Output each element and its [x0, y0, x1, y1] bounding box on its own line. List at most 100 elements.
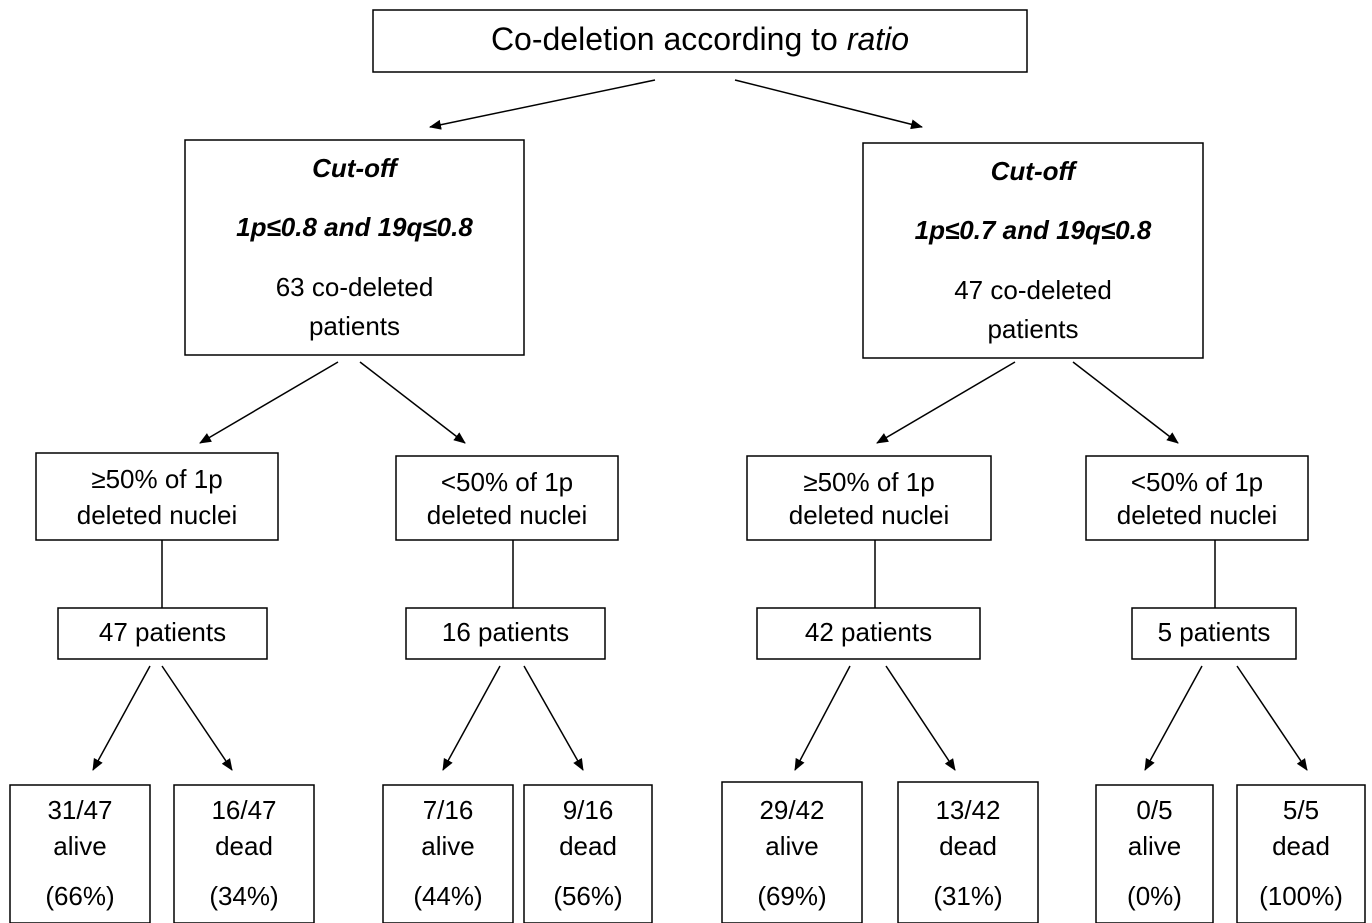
- node-label: 5/5: [1283, 795, 1319, 825]
- node: 16 patients: [405, 607, 606, 660]
- arrow: [1144, 665, 1203, 771]
- node: 29/42 alive (69%): [721, 781, 863, 923]
- node-box: [395, 455, 619, 541]
- arrow: [359, 361, 466, 444]
- node-label: dead: [559, 831, 617, 861]
- node: 5/5 dead (100%): [1236, 784, 1366, 923]
- node-label: (100%): [1259, 881, 1343, 911]
- node-box: [756, 607, 981, 660]
- node-box: [1131, 607, 1297, 660]
- node-label: 63 co-deleted: [276, 272, 434, 302]
- node-box: [721, 781, 863, 923]
- node-label: <50% of 1p: [1131, 467, 1263, 497]
- node-label: (44%): [413, 881, 482, 911]
- root-label: Co-deletion according to ratio: [491, 21, 909, 57]
- node: 5 patients: [1131, 607, 1297, 660]
- node-label: dead: [215, 831, 273, 861]
- node-label: <50% of 1p: [441, 467, 573, 497]
- boxes: Cut-off 1p≤0.8 and 19q≤0.8 63 co-deleted pa…: [9, 139, 1366, 923]
- node: Cut-off 1p≤0.7 and 19q≤0.8 47 co-deleted pa…: [862, 142, 1204, 359]
- node-label: 47 patients: [99, 617, 226, 647]
- node-box: [405, 607, 606, 660]
- root-emphasis: ratio: [847, 21, 909, 57]
- node: 0/5 alive (0%): [1095, 784, 1214, 923]
- arrow: [734, 79, 923, 130]
- node-label: (31%): [933, 881, 1002, 911]
- arrow: [92, 665, 151, 771]
- node-box: [1095, 784, 1214, 923]
- arrow: [794, 665, 851, 771]
- arrow: [876, 361, 1016, 444]
- node-label: deleted nuclei: [789, 500, 949, 530]
- node-label: 0/5: [1136, 795, 1172, 825]
- node-label: (56%): [553, 881, 622, 911]
- node: 16/47 dead (34%): [173, 784, 315, 923]
- node-box: [382, 784, 514, 923]
- node-box: [9, 784, 151, 923]
- arrow: [1236, 665, 1308, 771]
- node-box: [1236, 784, 1366, 923]
- node: 7/16 alive (44%): [382, 784, 514, 923]
- node-box: [1085, 455, 1309, 541]
- node-label: patients: [987, 314, 1078, 344]
- node-label: 29/42: [759, 795, 824, 825]
- node: Cut-off 1p≤0.8 and 19q≤0.8 63 co-deleted pa…: [184, 139, 525, 356]
- node-box: [862, 142, 1204, 359]
- node-label: (66%): [45, 881, 114, 911]
- node-label: 9/16: [563, 795, 614, 825]
- node-label: (69%): [757, 881, 826, 911]
- node-label: 13/42: [935, 795, 1000, 825]
- node-label: 1p≤0.7 and 19q≤0.8: [915, 215, 1152, 245]
- node-label: alive: [765, 831, 818, 861]
- node-label: (34%): [209, 881, 278, 911]
- arrow: [199, 361, 339, 444]
- node-label: 5 patients: [1158, 617, 1271, 647]
- node: 47 patients: [57, 607, 268, 660]
- node-label: dead: [939, 831, 997, 861]
- node-label: 42 patients: [805, 617, 932, 647]
- node-label: 7/16: [423, 795, 474, 825]
- node: 42 patients: [756, 607, 981, 660]
- arrow: [429, 79, 656, 130]
- node-box: [173, 784, 315, 923]
- node-label: Cut-off: [312, 153, 399, 183]
- node-box: [523, 784, 653, 923]
- node: 13/42 dead (31%): [897, 781, 1039, 923]
- node-label: alive: [421, 831, 474, 861]
- arrow: [1072, 361, 1179, 444]
- node: 9/16 dead (56%): [523, 784, 653, 923]
- node-box: [746, 455, 992, 541]
- node-label: ≥50% of 1p: [803, 467, 934, 497]
- node-box: [184, 139, 525, 356]
- node-label: alive: [53, 831, 106, 861]
- arrow: [442, 665, 501, 771]
- node: ≥50% of 1p deleted nuclei: [35, 452, 279, 541]
- arrow: [161, 665, 233, 771]
- node-label: Cut-off: [991, 156, 1078, 186]
- node-label: 16/47: [211, 795, 276, 825]
- node: 31/47 alive (66%): [9, 784, 151, 923]
- node-label: deleted nuclei: [1117, 500, 1277, 530]
- node-label: dead: [1272, 831, 1330, 861]
- node-label: alive: [1128, 831, 1181, 861]
- arrow: [885, 665, 956, 771]
- arrow: [523, 665, 584, 771]
- node-label: patients: [309, 311, 400, 341]
- node-label: ≥50% of 1p: [91, 464, 222, 494]
- node-label: deleted nuclei: [77, 500, 237, 530]
- root-text: Co-deletion according to: [491, 21, 838, 57]
- node-label: (0%): [1127, 881, 1182, 911]
- node-label: 31/47: [47, 795, 112, 825]
- node-label: 47 co-deleted: [954, 275, 1112, 305]
- root-box: [372, 9, 1028, 73]
- node-label: deleted nuclei: [427, 500, 587, 530]
- node-box: [897, 781, 1039, 923]
- links: [92, 79, 1308, 771]
- node-label: 1p≤0.8 and 19q≤0.8: [236, 212, 473, 242]
- node-label: 16 patients: [442, 617, 569, 647]
